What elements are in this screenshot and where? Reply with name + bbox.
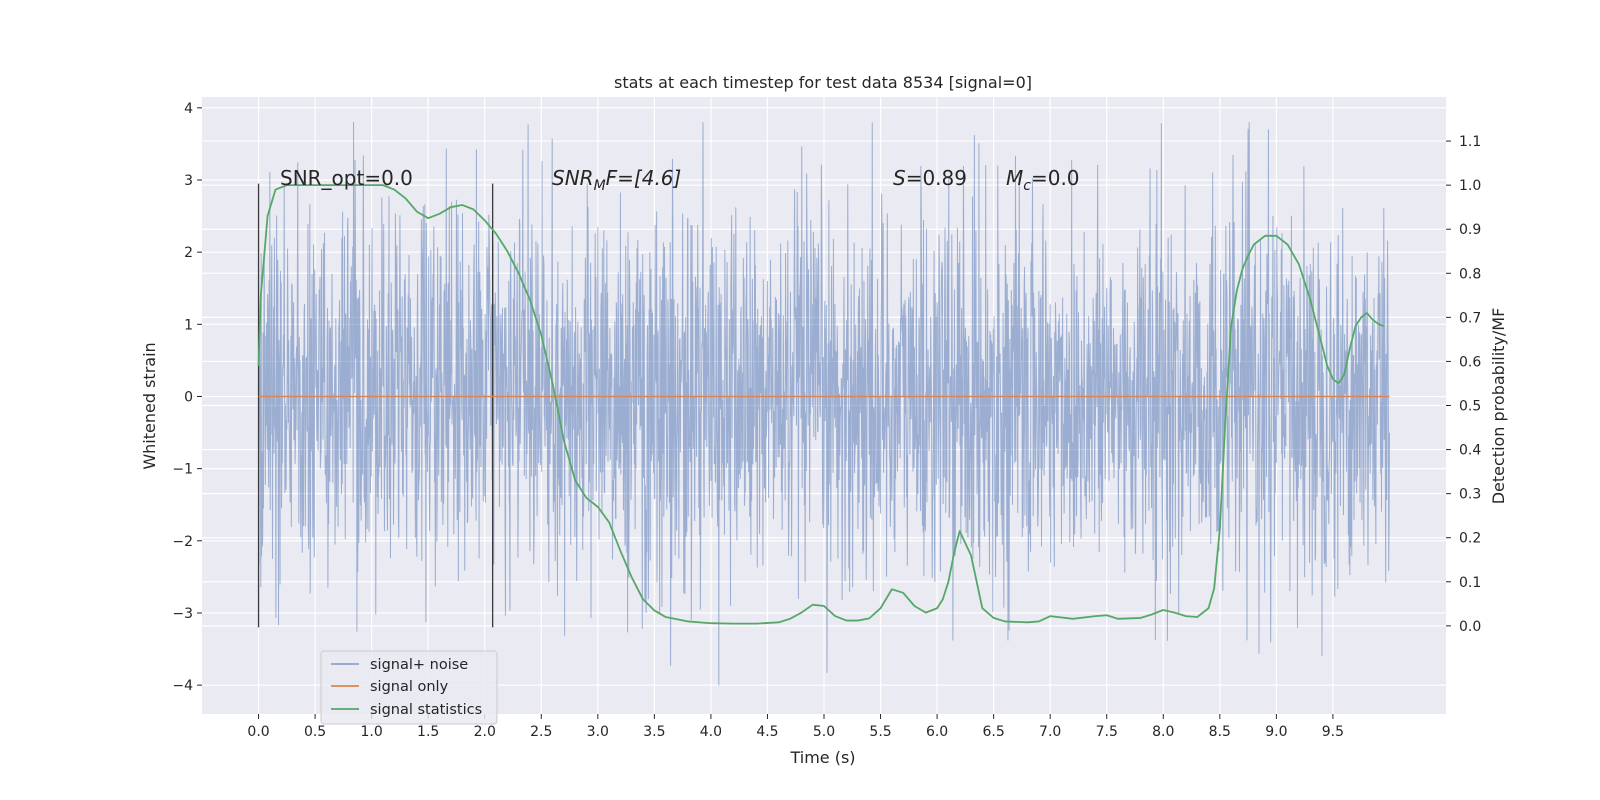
series-signal-noise bbox=[258, 122, 1390, 686]
x-tick-label: 9.5 bbox=[1322, 724, 1344, 740]
y-right-tick-label: 1.1 bbox=[1459, 134, 1481, 150]
y-tick-label: 1 bbox=[184, 317, 193, 333]
y-right-axis-label: Detection probability/MF bbox=[1489, 308, 1508, 505]
y-right-tick-label: 0.9 bbox=[1459, 222, 1481, 238]
x-tick-label: 9.0 bbox=[1265, 724, 1287, 740]
legend: signal+ noise signal only signal statist… bbox=[320, 650, 498, 725]
x-tick-label: 0.5 bbox=[304, 724, 326, 740]
annotation-s-main: S bbox=[893, 166, 906, 190]
y-tick-label: −1 bbox=[172, 462, 193, 478]
annotation-snr-mf-sub: M bbox=[594, 178, 606, 194]
x-tick-label: 4.0 bbox=[700, 724, 722, 740]
x-tick-label: 8.0 bbox=[1152, 724, 1174, 740]
x-tick-label: 2.0 bbox=[474, 724, 496, 740]
y-right-tick-label: 0.8 bbox=[1459, 266, 1481, 282]
y-right-tick-label: 0.0 bbox=[1459, 619, 1481, 635]
x-tick-label: 1.5 bbox=[417, 724, 439, 740]
x-tick-label: 3.5 bbox=[643, 724, 665, 740]
annotation-mc-main: M bbox=[1006, 166, 1023, 190]
y-tick-label: 4 bbox=[184, 101, 193, 117]
x-tick-label: 5.5 bbox=[869, 724, 891, 740]
series-layer bbox=[257, 122, 1390, 686]
annotation-s: S=0.89 bbox=[893, 166, 967, 190]
x-tick-label: 7.0 bbox=[1039, 724, 1061, 740]
y-right-tick-label: 0.7 bbox=[1459, 310, 1481, 326]
annotation-snr-mf-rest: F=[4.6] bbox=[606, 166, 682, 190]
annotation-mc-rest: =0.0 bbox=[1031, 166, 1080, 190]
x-tick-label: 1.0 bbox=[361, 724, 383, 740]
x-tick-label: 5.0 bbox=[813, 724, 835, 740]
x-tick-label: 6.0 bbox=[926, 724, 948, 740]
annotation-mc: Mc=0.0 bbox=[1006, 166, 1080, 194]
x-tick-label: 6.5 bbox=[983, 724, 1005, 740]
y-right-tick-label: 1.0 bbox=[1459, 178, 1481, 194]
series-signal-statistics bbox=[257, 184, 1385, 625]
x-tick-label: 4.5 bbox=[756, 724, 778, 740]
y-right-axis-ticks: 0.0 0.1 0.2 0.3 0.4 0.5 0.6 0.7 0.8 0.9 1.0 1.1 bbox=[1446, 134, 1481, 635]
x-tick-label: 3.0 bbox=[587, 724, 609, 740]
y-tick-label: 3 bbox=[184, 173, 193, 189]
legend-label-signal-only: signal only bbox=[370, 679, 449, 695]
x-tick-label: 2.5 bbox=[530, 724, 552, 740]
annotation-s-rest: =0.89 bbox=[906, 166, 967, 190]
y-tick-label: 2 bbox=[184, 245, 193, 261]
y-right-tick-label: 0.6 bbox=[1459, 354, 1481, 370]
y-tick-label: −4 bbox=[172, 678, 193, 694]
x-axis-label: Time (s) bbox=[789, 748, 855, 767]
chart-title: stats at each timestep for test data 853… bbox=[614, 73, 1032, 92]
x-tick-label: 0.0 bbox=[247, 724, 269, 740]
legend-label-signal-noise: signal+ noise bbox=[370, 657, 468, 673]
legend-label-signal-statistics: signal statistics bbox=[370, 702, 482, 718]
y-axis-label: Whitened strain bbox=[140, 342, 159, 469]
annotation-mc-sub: c bbox=[1023, 178, 1031, 194]
annotation-snr-mf-main: SNR bbox=[552, 166, 594, 190]
x-axis-ticks: 0.0 0.5 1.0 1.5 2.0 2.5 3.0 3.5 4.0 4.5 5.0 5.5 6.0 6… bbox=[247, 714, 1344, 740]
y-tick-label: −2 bbox=[172, 534, 193, 550]
legend-box bbox=[320, 650, 498, 725]
y-tick-label: −3 bbox=[172, 606, 193, 622]
y-tick-label: 0 bbox=[184, 389, 193, 405]
x-tick-label: 8.5 bbox=[1209, 724, 1231, 740]
annotation-snr-mf: SNRMF=[4.6] bbox=[552, 166, 681, 194]
y-right-tick-label: 0.2 bbox=[1459, 531, 1481, 547]
y-right-tick-label: 0.1 bbox=[1459, 575, 1481, 591]
x-tick-label: 7.5 bbox=[1096, 724, 1118, 740]
y-right-tick-label: 0.4 bbox=[1459, 443, 1481, 459]
y-axis-ticks: −4 −3 −2 −1 0 1 2 3 4 bbox=[172, 101, 202, 694]
annotation-snr-opt: SNR_opt=0.0 bbox=[280, 166, 413, 190]
y-right-tick-label: 0.5 bbox=[1459, 399, 1481, 415]
y-right-tick-label: 0.3 bbox=[1459, 487, 1481, 503]
